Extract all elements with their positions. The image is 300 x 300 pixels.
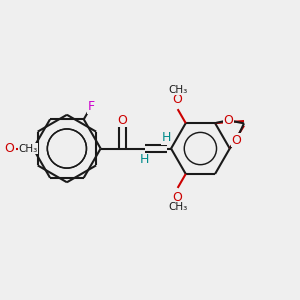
Text: CH₃: CH₃	[168, 85, 187, 95]
Text: O: O	[223, 114, 233, 127]
Text: H: H	[140, 153, 149, 166]
Text: CH₃: CH₃	[168, 202, 187, 212]
Text: F: F	[88, 100, 95, 113]
Text: O: O	[231, 134, 241, 147]
Text: CH₃: CH₃	[18, 143, 38, 154]
Text: O: O	[173, 93, 183, 106]
Text: H: H	[162, 131, 171, 144]
Text: O: O	[118, 114, 128, 127]
Text: O: O	[4, 142, 14, 155]
Text: O: O	[173, 191, 183, 204]
